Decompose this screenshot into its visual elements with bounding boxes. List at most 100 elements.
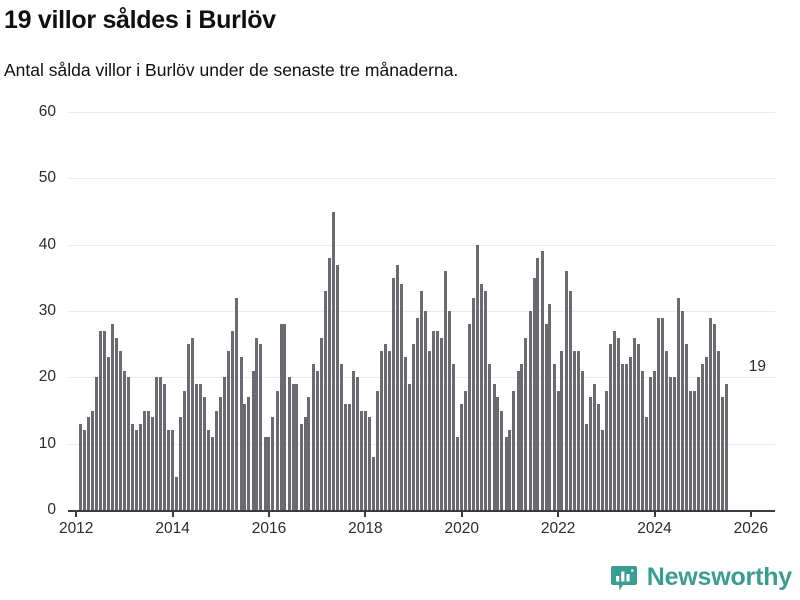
- bar[interactable]: [263, 437, 267, 510]
- bar[interactable]: [508, 430, 512, 510]
- bar[interactable]: [424, 311, 428, 510]
- bar[interactable]: [476, 244, 480, 510]
- bar[interactable]: [396, 264, 400, 510]
- bar[interactable]: [339, 364, 343, 510]
- bar[interactable]: [227, 350, 231, 510]
- bar[interactable]: [536, 257, 540, 510]
- bar[interactable]: [131, 423, 135, 510]
- bar[interactable]: [412, 344, 416, 510]
- bar[interactable]: [126, 377, 130, 510]
- bar[interactable]: [207, 430, 211, 510]
- bar[interactable]: [239, 357, 243, 510]
- bar[interactable]: [653, 370, 657, 510]
- bar[interactable]: [122, 370, 126, 510]
- bar[interactable]: [644, 417, 648, 510]
- bar[interactable]: [637, 344, 641, 510]
- bar[interactable]: [267, 437, 271, 510]
- bar[interactable]: [665, 350, 669, 510]
- bar[interactable]: [427, 350, 431, 510]
- bar[interactable]: [243, 403, 247, 510]
- bar[interactable]: [444, 271, 448, 510]
- bar[interactable]: [604, 390, 608, 510]
- bar[interactable]: [408, 383, 412, 510]
- bar[interactable]: [632, 337, 636, 510]
- bar[interactable]: [649, 377, 653, 510]
- bar[interactable]: [512, 390, 516, 510]
- bar[interactable]: [500, 410, 504, 510]
- bar[interactable]: [146, 410, 150, 510]
- bar[interactable]: [484, 291, 488, 510]
- bar[interactable]: [375, 390, 379, 510]
- bar[interactable]: [391, 277, 395, 510]
- bar[interactable]: [480, 284, 484, 510]
- bar[interactable]: [271, 417, 275, 510]
- bar[interactable]: [532, 277, 536, 510]
- bar[interactable]: [106, 357, 110, 510]
- bar[interactable]: [721, 397, 725, 510]
- bar[interactable]: [287, 377, 291, 510]
- bar[interactable]: [138, 423, 142, 510]
- bar[interactable]: [572, 350, 576, 510]
- bar[interactable]: [384, 344, 388, 510]
- bar[interactable]: [78, 423, 82, 510]
- bar[interactable]: [195, 383, 199, 510]
- bar[interactable]: [628, 357, 632, 510]
- bar[interactable]: [283, 324, 287, 510]
- bar[interactable]: [580, 370, 584, 510]
- bar[interactable]: [167, 430, 171, 510]
- bar[interactable]: [556, 390, 560, 510]
- bar[interactable]: [86, 417, 90, 510]
- bar[interactable]: [468, 324, 472, 510]
- bar[interactable]: [259, 344, 263, 510]
- bar[interactable]: [415, 317, 419, 510]
- bar[interactable]: [98, 330, 102, 510]
- bar[interactable]: [440, 337, 443, 510]
- bar[interactable]: [608, 344, 612, 510]
- bar[interactable]: [143, 410, 147, 510]
- bar[interactable]: [616, 337, 620, 510]
- bar[interactable]: [363, 410, 367, 510]
- bar[interactable]: [359, 410, 363, 510]
- bar[interactable]: [656, 317, 660, 510]
- bar[interactable]: [199, 383, 203, 510]
- bar[interactable]: [114, 337, 118, 510]
- bar[interactable]: [701, 364, 705, 510]
- bar[interactable]: [150, 417, 154, 510]
- bar[interactable]: [472, 297, 476, 510]
- bar[interactable]: [215, 410, 219, 510]
- bar[interactable]: [159, 377, 163, 510]
- bar[interactable]: [564, 271, 568, 510]
- bar[interactable]: [680, 311, 684, 510]
- bar[interactable]: [496, 397, 500, 510]
- bar[interactable]: [179, 417, 183, 510]
- bar[interactable]: [697, 377, 701, 510]
- bar[interactable]: [592, 383, 596, 510]
- bar[interactable]: [661, 317, 665, 510]
- bar[interactable]: [251, 370, 255, 510]
- bar[interactable]: [291, 383, 295, 510]
- bar[interactable]: [456, 437, 460, 510]
- bar[interactable]: [600, 430, 604, 510]
- bar[interactable]: [299, 423, 303, 510]
- bar[interactable]: [387, 350, 391, 510]
- bar[interactable]: [524, 337, 528, 510]
- bar[interactable]: [625, 364, 629, 510]
- bar[interactable]: [403, 357, 407, 510]
- bar[interactable]: [94, 377, 98, 510]
- bar[interactable]: [295, 383, 299, 510]
- bar[interactable]: [576, 350, 580, 510]
- bar[interactable]: [709, 317, 713, 510]
- bar[interactable]: [223, 377, 227, 510]
- bar[interactable]: [279, 324, 283, 510]
- bar[interactable]: [347, 403, 351, 510]
- bar[interactable]: [673, 377, 677, 510]
- bar[interactable]: [677, 297, 681, 510]
- bar[interactable]: [343, 403, 347, 510]
- bar[interactable]: [620, 364, 624, 510]
- bar[interactable]: [134, 430, 138, 510]
- bar[interactable]: [303, 417, 307, 510]
- bar[interactable]: [315, 370, 319, 510]
- bar[interactable]: [504, 437, 508, 510]
- bar[interactable]: [516, 370, 520, 510]
- bar[interactable]: [319, 337, 323, 510]
